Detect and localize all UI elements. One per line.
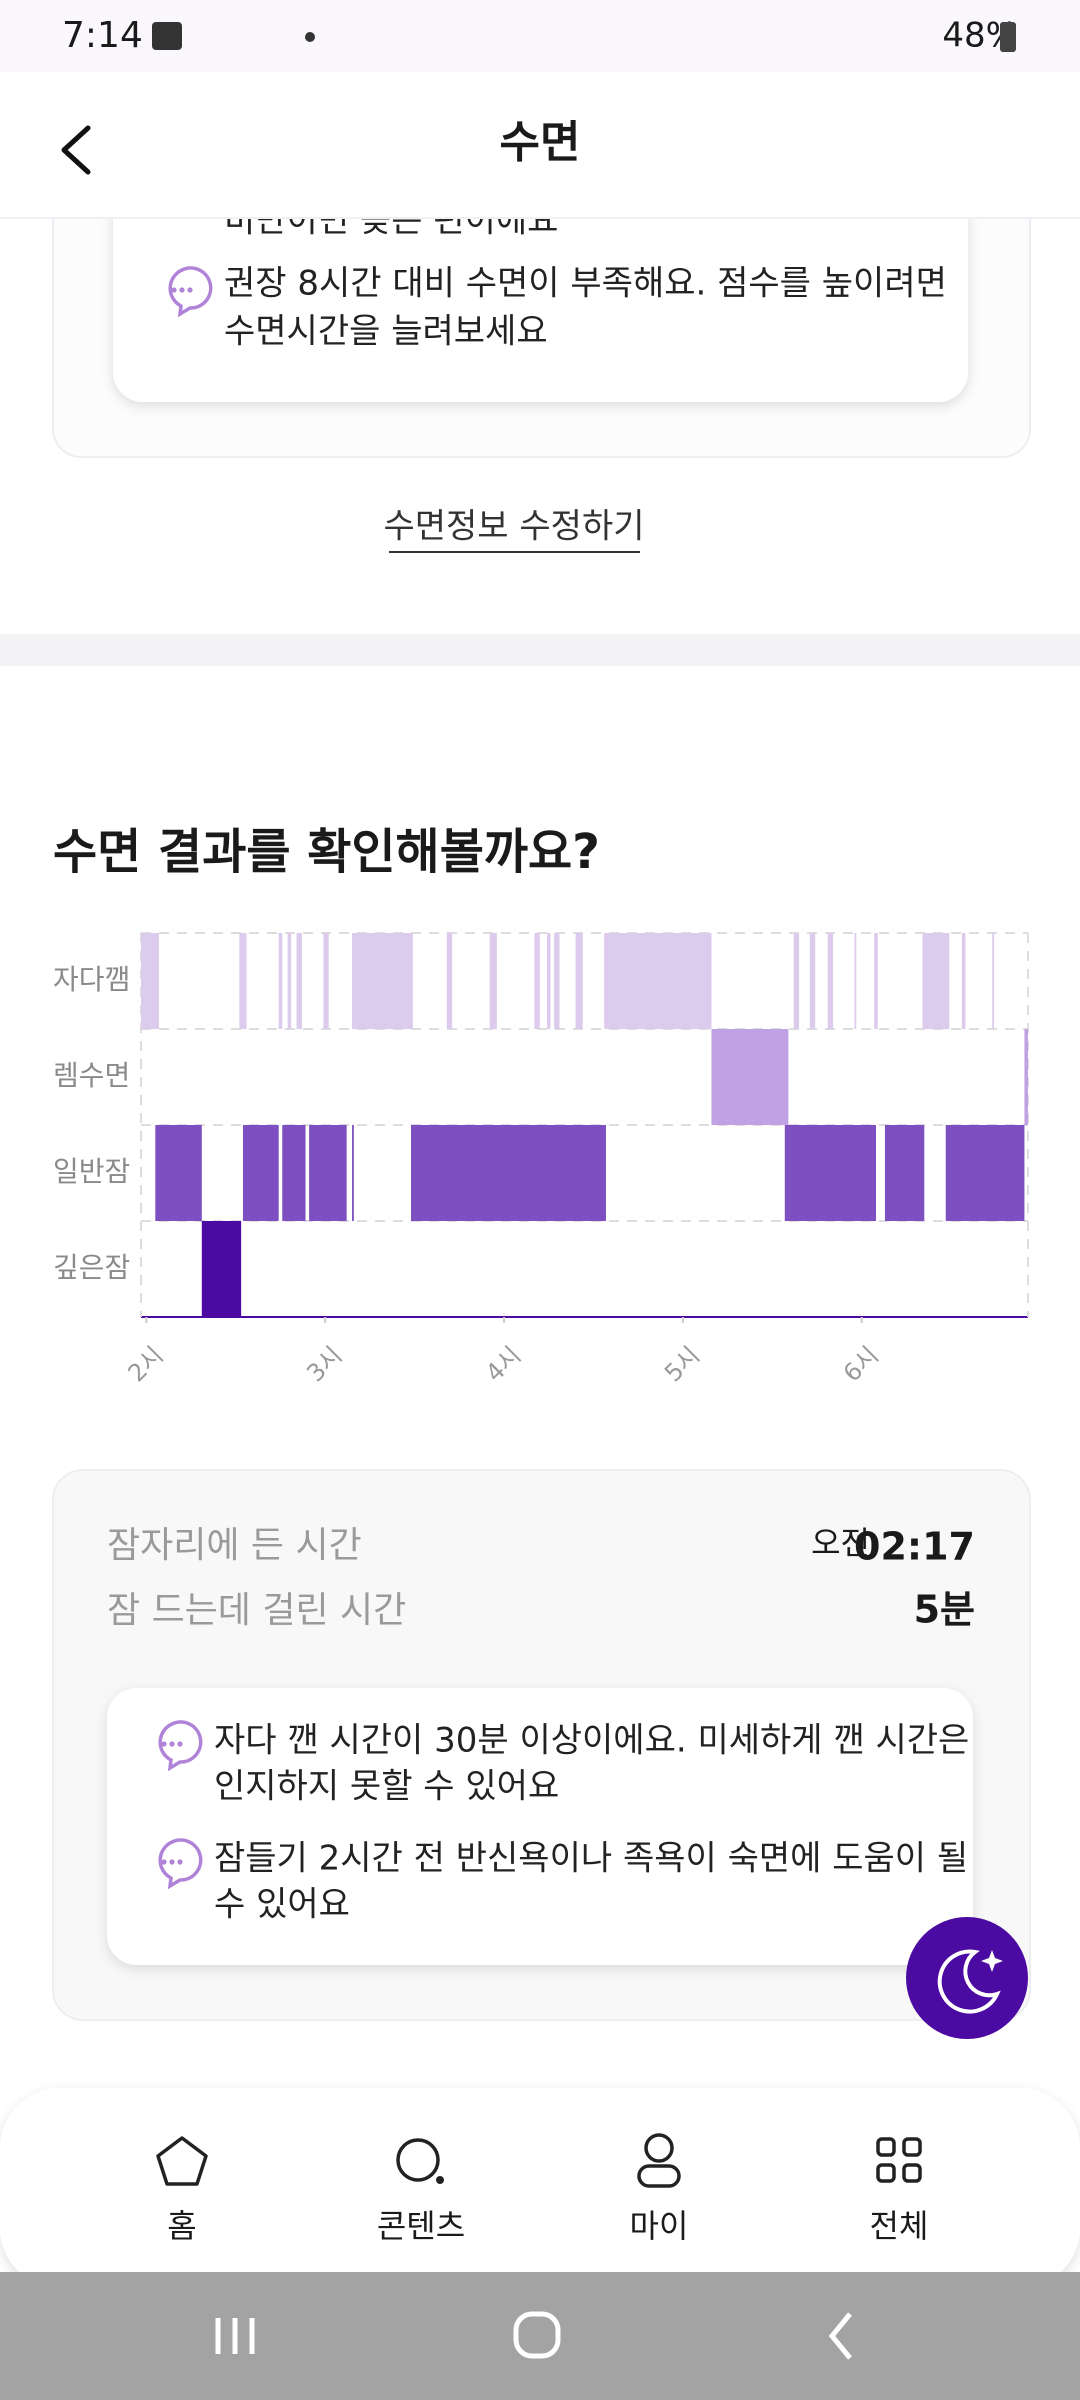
nav-icon[interactable]: [644, 2133, 674, 2163]
nav-label[interactable]: 전체: [870, 2207, 929, 2245]
info-prefix: 오전: [811, 1524, 870, 1562]
nav-label[interactable]: 마이: [630, 2207, 689, 2245]
sleep-segment: [352, 933, 413, 1029]
nav-label[interactable]: 홈: [167, 2207, 196, 2245]
info-value: 5분: [914, 1588, 975, 1632]
sleep-segment: [854, 933, 857, 1029]
y-label: 일반잠: [53, 1155, 130, 1188]
sleep-segment: [278, 933, 283, 1029]
sleep-segment: [554, 933, 560, 1029]
back-button[interactable]: [61, 125, 91, 175]
x-tick-label: 5시: [659, 1341, 705, 1387]
sleep-segment: [242, 1125, 279, 1221]
sleep-segment: [992, 933, 995, 1029]
sleep-segment: [961, 933, 966, 1029]
y-label: 렘수면: [53, 1059, 130, 1092]
system-nav: [0, 2272, 1080, 2400]
y-label: 깊은잠: [53, 1251, 130, 1284]
tip-line: 권장 8시간 대비 수면이 부족해요. 점수를 높이려면: [224, 264, 947, 304]
sleep-segment: [282, 1125, 306, 1221]
nav-icon-dot: [436, 2176, 444, 2184]
sleep-segment: [922, 933, 950, 1029]
sleep-segment: [884, 1125, 925, 1221]
sleep-segment: [945, 1125, 1025, 1221]
x-tick-label: 6시: [838, 1341, 884, 1387]
sleep-segment: [155, 1125, 202, 1221]
bottom-nav: [0, 2088, 1080, 2288]
sleep-segment: [489, 933, 497, 1029]
sleep-segment: [575, 933, 583, 1029]
info-label: 잠자리에 든 시간: [107, 1525, 362, 1566]
info-label: 잠 드는데 걸린 시간: [107, 1590, 406, 1631]
sleep-segment: [411, 1125, 606, 1221]
tip-line: 자다 깬 시간이 30분 이상이에요. 미세하게 깬 시간은: [214, 1721, 969, 1761]
sleep-segment: [874, 933, 878, 1029]
section-title: 수면 결과를 확인해볼까요?: [53, 824, 600, 880]
sleep-segment: [784, 1125, 876, 1221]
tip-card: [107, 1688, 973, 1965]
tip-line: 잠들기 2시간 전 반신욕이나 족욕이 숙면에 도움이 될: [214, 1839, 968, 1879]
system-nav-icons[interactable]: [215, 2311, 852, 2360]
x-tick-label: 3시: [301, 1341, 347, 1387]
nav-icon[interactable]: [396, 2138, 440, 2182]
header-title: 수면: [500, 117, 581, 168]
battery-icon: [1000, 22, 1016, 52]
sleep-segment: [309, 1125, 347, 1221]
sleep-segment: [201, 1221, 242, 1317]
nav-icon: [637, 2164, 681, 2188]
sleep-segment: [711, 1029, 789, 1125]
status-icon: [152, 22, 182, 50]
sleep-segment: [546, 933, 551, 1029]
sleep-segment: [296, 933, 302, 1029]
sleep-segment: [1024, 1029, 1028, 1125]
sleep-segment: [287, 933, 292, 1029]
sleep-segment: [827, 933, 834, 1029]
sleep-segment: [534, 933, 540, 1029]
section-divider: [0, 634, 1080, 666]
tip-line: 수 있어요: [214, 1885, 350, 1925]
tip-line: 인지하지 못할 수 있어요: [214, 1767, 559, 1807]
edit-link[interactable]: 수면정보 수정하기: [383, 507, 644, 547]
sleep-segment: [352, 1125, 354, 1221]
status-dot: [305, 32, 315, 42]
sleep-segment: [809, 933, 816, 1029]
x-tick-label: 4시: [480, 1341, 526, 1387]
info-value: 02:17: [854, 1525, 975, 1569]
sleep-segment: [239, 933, 247, 1029]
sleep-fab[interactable]: [906, 1917, 1028, 2039]
nav-label[interactable]: 콘텐츠: [377, 2207, 465, 2245]
sleep-segment: [323, 933, 329, 1029]
tip-line: 수면시간을 늘려보세요: [224, 312, 548, 352]
x-tick-label: 2시: [123, 1341, 169, 1387]
status-time: 7:14: [62, 15, 143, 56]
y-label: 자다깸: [53, 963, 130, 996]
nav-icon[interactable]: [156, 2136, 208, 2186]
sleep-segment: [141, 933, 159, 1029]
sleep-segment: [446, 933, 453, 1029]
sleep-segment: [604, 933, 712, 1029]
sleep-segment: [793, 933, 800, 1029]
nav-icon[interactable]: [876, 2137, 922, 2183]
